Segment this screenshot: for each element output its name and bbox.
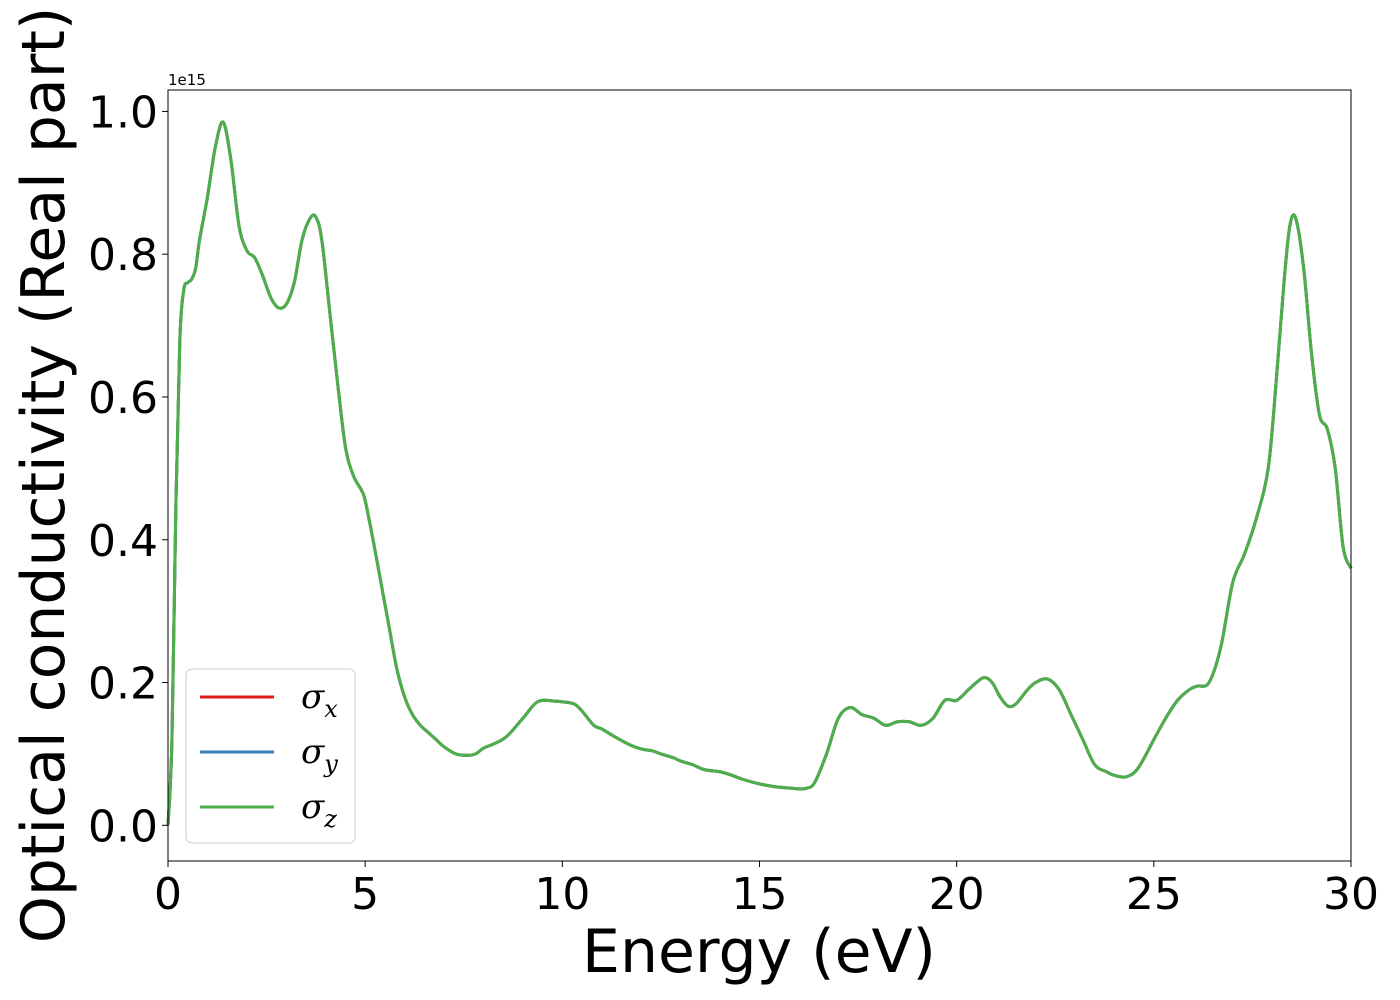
y-tick-label: 0.4 [88,516,158,567]
x-tick-label: 30 [1323,869,1379,920]
y-axis-title: Optical conductivity (Real part) [9,7,79,944]
x-tick-label: 25 [1126,869,1182,920]
legend-label-subscript: y [323,750,338,778]
y-tick-label: 1.0 [88,87,158,138]
x-tick-label: 15 [732,869,788,920]
series-layer [166,120,1353,826]
series-line-3 [166,120,1353,826]
y-tick-label: 0.2 [88,659,158,710]
y-multiplier-label: 1e15 [168,71,206,89]
y-tick-label: 0.0 [88,801,158,852]
legend-label-subscript: z [323,805,337,833]
y-tick-label: 0.8 [88,230,158,281]
legend-box [185,668,356,844]
x-tick-label: 20 [929,869,985,920]
y-tick-label: 0.6 [88,373,158,424]
x-axis-title: Energy (eV) [582,917,936,987]
x-tick-label: 0 [154,869,182,920]
x-tick-label: 5 [351,869,379,920]
legend-label: σx [301,677,338,723]
ticks-layer: 0 5 10 15 20 25 30 0.0 0.2 0.4 0.6 0.8 1.0 [88,87,1379,920]
x-tick-label: 10 [534,869,590,920]
legend-label-subscript: x [324,695,338,723]
